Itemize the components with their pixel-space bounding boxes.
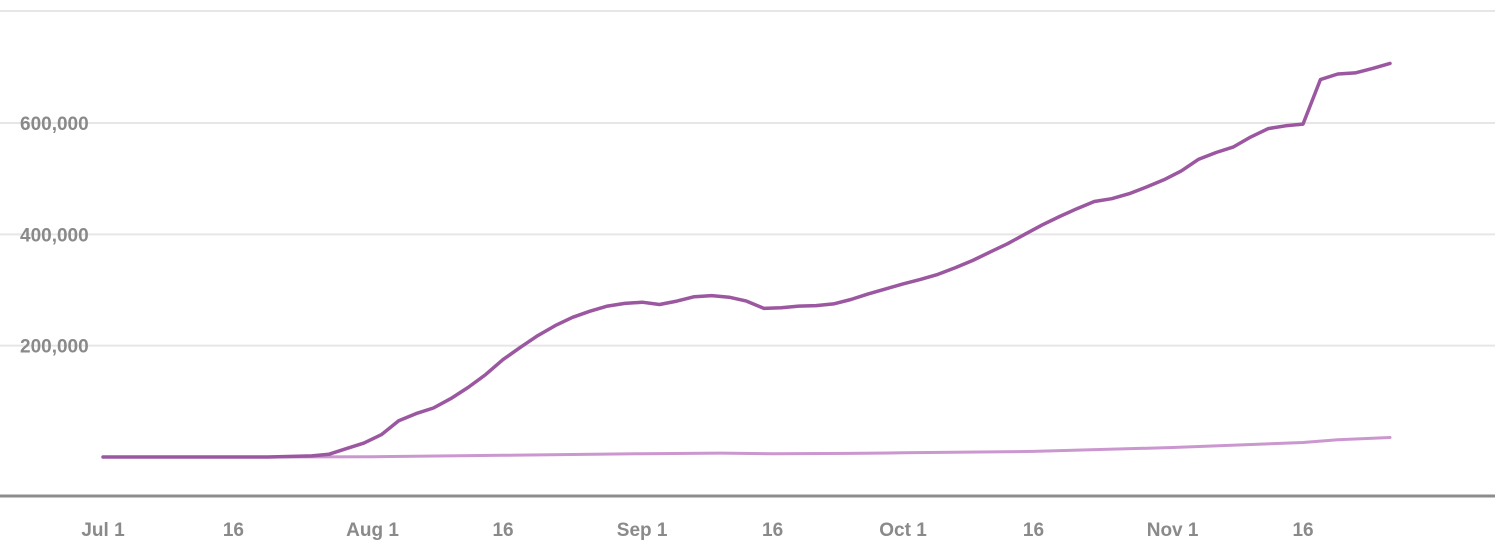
x-tick-label: Nov 1 bbox=[1147, 520, 1199, 541]
series-line-2 bbox=[101, 436, 1392, 459]
series-line-1 bbox=[101, 61, 1392, 459]
y-axis-ticks: 200,000 400,000 600,000 bbox=[20, 114, 89, 358]
gridlines bbox=[0, 10, 1495, 347]
series-lines bbox=[101, 61, 1392, 459]
y-tick-label: 200,000 bbox=[20, 337, 89, 358]
x-tick-label: Jul 1 bbox=[81, 520, 125, 541]
y-tick-label: 400,000 bbox=[20, 225, 89, 246]
x-axis-ticks: Jul 1 16 Aug 1 16 Sep 1 16 Oct 1 16 Nov 1 16 bbox=[81, 520, 1313, 541]
x-tick-label: 16 bbox=[223, 520, 244, 541]
y-tick-label: 600,000 bbox=[20, 114, 89, 135]
x-tick-label: Sep 1 bbox=[617, 520, 668, 541]
x-tick-label: 16 bbox=[762, 520, 783, 541]
x-tick-label: Oct 1 bbox=[879, 520, 927, 541]
x-tick-label: 16 bbox=[1292, 520, 1313, 541]
x-tick-label: 16 bbox=[1023, 520, 1044, 541]
x-tick-label: 16 bbox=[492, 520, 513, 541]
x-tick-label: Aug 1 bbox=[346, 520, 399, 541]
